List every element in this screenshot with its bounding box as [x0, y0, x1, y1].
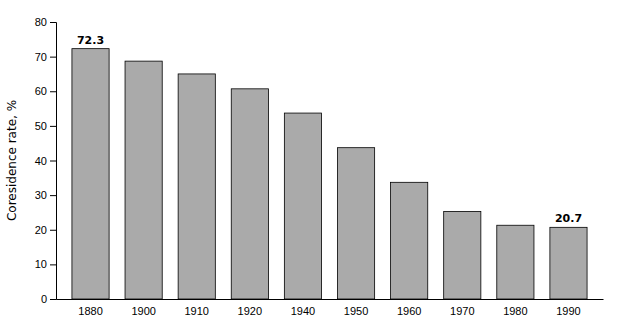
- y-tick: 30: [35, 189, 56, 201]
- y-tick-mark: [50, 161, 56, 162]
- x-tick-label: 1960: [397, 305, 421, 317]
- x-tick: 1980: [503, 299, 527, 317]
- y-tick-mark: [50, 195, 56, 196]
- bar: [337, 148, 374, 299]
- x-tick-label: 1980: [503, 305, 527, 317]
- y-tick-label: 80: [35, 16, 47, 28]
- y-tick-label: 20: [35, 224, 47, 236]
- x-tick-label: 1900: [131, 305, 155, 317]
- x-tick: 1990: [556, 299, 580, 317]
- x-axis-line: [57, 299, 604, 300]
- y-tick-mark: [50, 230, 56, 231]
- bar: [231, 89, 268, 299]
- y-tick-label: 60: [35, 85, 47, 97]
- bar: [125, 61, 162, 299]
- y-tick-label: 50: [35, 120, 47, 132]
- y-tick-mark: [50, 22, 56, 23]
- y-tick: 10: [35, 258, 56, 270]
- bar: [72, 49, 109, 299]
- y-tick-label: 40: [35, 155, 47, 167]
- bar: [497, 225, 534, 299]
- x-tick: 1950: [344, 299, 368, 317]
- y-tick: 70: [35, 51, 56, 63]
- x-tick-label: 1990: [556, 305, 580, 317]
- y-tick-mark: [50, 299, 56, 300]
- y-tick: 50: [35, 120, 56, 132]
- y-tick: 0: [41, 293, 56, 305]
- x-tick: 1910: [184, 299, 208, 317]
- y-tick-mark: [50, 57, 56, 58]
- bar: [550, 227, 587, 299]
- x-tick-label: 1880: [78, 305, 102, 317]
- y-axis-line: [50, 23, 57, 300]
- y-tick-mark: [50, 126, 56, 127]
- bar: [444, 211, 481, 299]
- y-tick-label: 30: [35, 189, 47, 201]
- x-tick: 1920: [238, 299, 262, 317]
- x-tick: 1970: [450, 299, 474, 317]
- x-axis: 1880 1900 1910 1920 1940 1950 1960 1970 1980 1990: [57, 299, 604, 317]
- plot: 1880 1900 1910 1920 1940 1950 1960 1970 1980 1990…: [35, 16, 604, 317]
- x-tick: 1940: [291, 299, 315, 317]
- value-label: 20.7: [555, 212, 582, 225]
- chart: 1880 1900 1910 1920 1940 1950 1960 1970 1980 1990…: [0, 0, 617, 329]
- y-tick: 60: [35, 85, 56, 97]
- y-tick: 40: [35, 155, 56, 167]
- x-tick: 1900: [131, 299, 155, 317]
- x-tick: 1880: [78, 299, 102, 317]
- x-tick-label: 1910: [184, 305, 208, 317]
- y-axis-title: Coresidence rate, %: [5, 100, 19, 221]
- y-tick-label: 10: [35, 258, 47, 270]
- x-tick-label: 1940: [291, 305, 315, 317]
- value-labels: 72.3 20.7: [77, 34, 582, 226]
- bar: [178, 74, 215, 299]
- x-tick-label: 1950: [344, 305, 368, 317]
- x-tick-label: 1920: [238, 305, 262, 317]
- bar: [391, 182, 428, 299]
- bar: [284, 113, 321, 299]
- y-tick: 20: [35, 224, 56, 236]
- bars: [72, 49, 587, 299]
- x-tick-label: 1970: [450, 305, 474, 317]
- y-tick-mark: [50, 91, 56, 92]
- y-tick-mark: [50, 264, 56, 265]
- y-axis: 0 10 20 30 40 50 60 70 80: [35, 16, 57, 305]
- y-tick-label: 70: [35, 51, 47, 63]
- y-tick: 80: [35, 16, 56, 28]
- value-label: 72.3: [77, 34, 104, 47]
- x-tick: 1960: [397, 299, 421, 317]
- y-tick-label: 0: [41, 293, 47, 305]
